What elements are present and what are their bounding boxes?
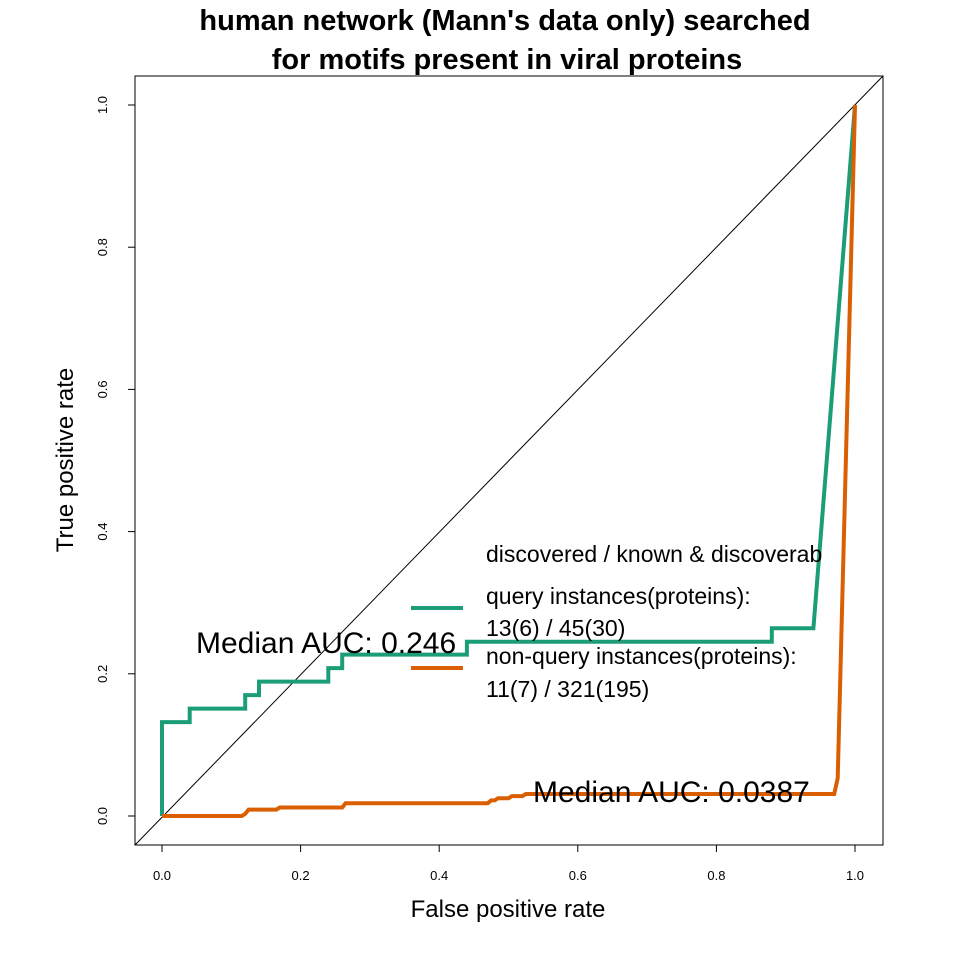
legend-header: discovered / known & discoverab (486, 541, 822, 567)
legend-entry-non-query-line2: 11(7) / 321(195) (486, 676, 649, 702)
y-tick-label: 0.0 (95, 807, 110, 825)
x-axis: 0.0 0.2 0.4 0.6 0.8 1.0 (153, 845, 864, 883)
x-tick-label: 0.2 (292, 868, 310, 883)
legend-entry-query-line1: query instances(proteins): (486, 583, 751, 609)
x-tick-label: 1.0 (846, 868, 864, 883)
chart-title-line-1: human network (Mann's data only) searche… (199, 5, 810, 37)
series-line-non-query (162, 104, 857, 818)
y-axis: 0.0 0.2 0.4 0.6 0.8 1.0 (95, 96, 135, 825)
y-tick-label: 0.6 (95, 380, 110, 398)
x-axis-label: False positive rate (411, 896, 606, 923)
y-tick-label: 0.4 (95, 523, 110, 541)
y-axis-label: True positive rate (52, 368, 79, 553)
legend: discovered / known & discoverab query in… (411, 541, 822, 702)
x-tick-label: 0.4 (430, 868, 448, 883)
legend-entry-non-query-line1: non-query instances(proteins): (486, 643, 797, 669)
median-auc-query-annotation: Median AUC: 0.246 (196, 627, 456, 660)
x-tick-label: 0.6 (569, 868, 587, 883)
legend-entry-query-line2: 13(6) / 45(30) (486, 615, 625, 641)
series-line-query (160, 104, 857, 816)
y-tick-label: 0.8 (95, 238, 110, 256)
chart-title-line-2: for motifs present in viral proteins (272, 44, 743, 76)
diagonal-reference-line (134, 75, 884, 846)
x-tick-label: 0.8 (707, 868, 725, 883)
median-auc-non-query-annotation: Median AUC: 0.0387 (533, 776, 810, 809)
y-tick-label: 0.2 (95, 665, 110, 683)
y-tick-label: 1.0 (95, 96, 110, 114)
x-tick-label: 0.0 (153, 868, 171, 883)
plot-frame (134, 75, 884, 846)
